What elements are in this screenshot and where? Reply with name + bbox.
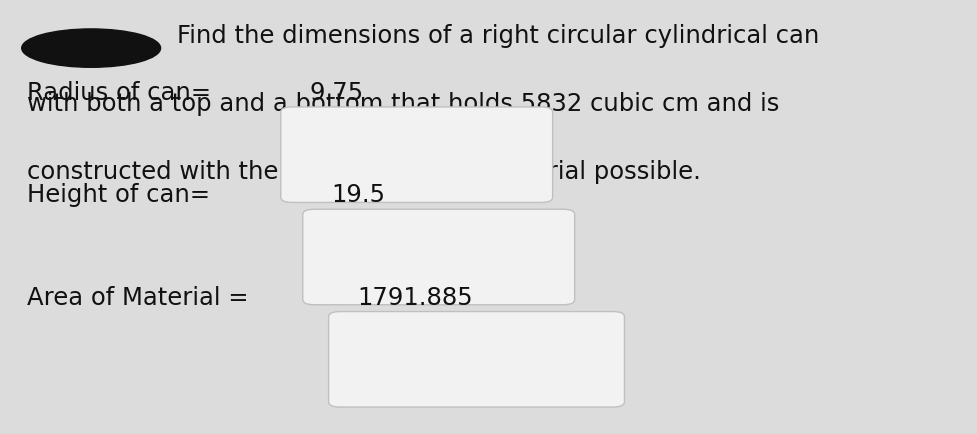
Text: constructed with the least amount of material possible.: constructed with the least amount of mat… (27, 160, 701, 184)
Text: 9.75: 9.75 (310, 81, 363, 105)
Text: Height of can=: Height of can= (27, 183, 210, 207)
Text: with both a top and a bottom that holds 5832 cubic cm and is: with both a top and a bottom that holds … (27, 92, 780, 115)
Text: Radius of can=: Radius of can= (27, 81, 211, 105)
FancyBboxPatch shape (328, 312, 624, 407)
Text: Find the dimensions of a right circular cylindrical can: Find the dimensions of a right circular … (178, 23, 820, 47)
FancyBboxPatch shape (280, 108, 553, 203)
FancyBboxPatch shape (303, 210, 574, 305)
Text: 1791.885: 1791.885 (358, 285, 473, 309)
Text: 19.5: 19.5 (331, 183, 386, 207)
Ellipse shape (21, 30, 160, 68)
Text: Area of Material =: Area of Material = (27, 285, 248, 309)
